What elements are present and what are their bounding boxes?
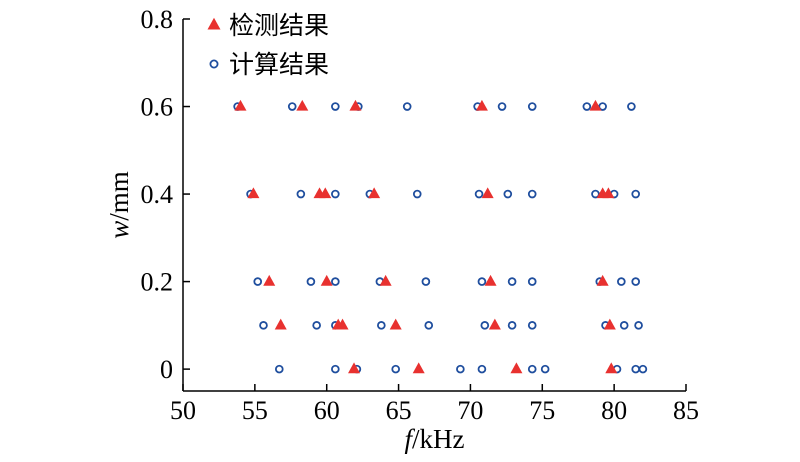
calc-point	[527, 277, 537, 286]
calc-point	[287, 102, 297, 111]
x-tick-label: 55	[242, 396, 268, 425]
detection-point	[263, 274, 276, 286]
calc-point	[477, 277, 487, 286]
calc-point	[391, 364, 400, 374]
x-tick-label: 75	[529, 396, 555, 425]
legend: 检测结果 计算结果	[207, 11, 329, 79]
detection-point	[603, 318, 616, 330]
detection-point	[234, 99, 247, 111]
detection-point	[368, 187, 381, 199]
calc-point	[503, 189, 513, 199]
calc-point	[253, 277, 263, 286]
legend-label-calculation: 计算结果	[229, 50, 329, 79]
y-tick-label: 0.4	[141, 180, 174, 209]
calc-point	[527, 189, 537, 199]
y-tick-label: 0.8	[141, 5, 174, 34]
axes: 50 55 60 65 70 75 80 85 0 0.2 0.4 0.6 0.8	[141, 5, 700, 425]
x-axis-variable: f	[405, 424, 416, 454]
detection-point	[336, 318, 349, 330]
detection-point	[349, 99, 362, 111]
detection-point	[589, 99, 602, 111]
x-ticks: 50 55 60 65 70 75 80 85	[170, 384, 699, 425]
calc-point	[598, 102, 607, 111]
calc-point	[274, 364, 284, 374]
calc-point	[631, 189, 640, 199]
data-marks	[233, 99, 648, 374]
calc-point	[619, 321, 629, 330]
y-tick-label: 0.6	[141, 93, 174, 122]
calc-point	[377, 321, 386, 330]
calc-point	[456, 364, 465, 374]
calc-point	[259, 321, 268, 330]
calc-point	[507, 321, 517, 330]
calc-point	[582, 102, 592, 111]
detection-point	[319, 187, 332, 199]
detection-point	[274, 318, 287, 330]
calc-point	[591, 189, 600, 199]
detection-point	[389, 318, 402, 330]
x-axis-title: f/kHz	[405, 424, 465, 454]
calc-point	[631, 277, 640, 286]
calc-point	[306, 277, 316, 286]
detection-point	[488, 318, 501, 330]
detection-point	[247, 187, 260, 199]
x-tick-label: 70	[457, 396, 483, 425]
calc-point	[634, 321, 643, 330]
detection-point	[296, 99, 309, 111]
calc-point	[497, 102, 507, 111]
y-axis-title: w/mm	[104, 171, 134, 239]
y-tick-label: 0.2	[141, 268, 174, 297]
detection-point	[510, 362, 523, 374]
legend-marker-triangle	[207, 17, 221, 30]
detection-point	[596, 274, 609, 286]
detection-point	[475, 99, 488, 111]
x-tick-label: 60	[314, 396, 340, 425]
calc-point	[424, 321, 434, 330]
legend-label-detection: 检测结果	[229, 11, 329, 40]
x-tick-label: 50	[170, 396, 196, 425]
calc-point	[540, 364, 550, 374]
calc-point	[296, 189, 306, 199]
calc-point	[480, 321, 490, 330]
calc-point	[617, 277, 626, 286]
detection-point	[320, 274, 333, 286]
y-axis-unit: /mm	[104, 171, 134, 221]
detection-point	[348, 362, 361, 374]
legend-marker-circle	[209, 59, 219, 69]
calc-point	[527, 102, 537, 111]
x-axis-unit: /kHz	[412, 424, 465, 454]
calc-point	[527, 364, 537, 374]
y-axis-variable: w	[104, 221, 134, 239]
y-ticks: 0 0.2 0.4 0.6 0.8	[141, 5, 190, 384]
calc-point	[507, 277, 517, 286]
calc-point	[412, 189, 422, 199]
detection-point	[484, 274, 497, 286]
calc-point	[331, 102, 340, 111]
x-tick-label: 80	[601, 396, 627, 425]
calc-point	[331, 189, 340, 199]
detection-point	[412, 362, 425, 374]
calc-point	[331, 277, 340, 286]
calc-point	[627, 102, 636, 111]
calc-point	[477, 364, 487, 374]
detection-point	[605, 362, 618, 374]
x-tick-label: 85	[673, 396, 699, 425]
calc-point	[638, 364, 648, 374]
calc-point	[527, 321, 537, 330]
detection-point	[379, 274, 392, 286]
detection-point	[481, 187, 494, 199]
calc-point	[331, 364, 340, 374]
calc-point	[402, 102, 412, 111]
calc-point	[312, 321, 321, 330]
x-tick-label: 65	[386, 396, 412, 425]
detection-point	[602, 187, 615, 199]
calc-point	[474, 189, 484, 199]
calc-point	[421, 277, 431, 286]
y-tick-label: 0	[160, 355, 173, 384]
calc-point	[631, 364, 640, 374]
